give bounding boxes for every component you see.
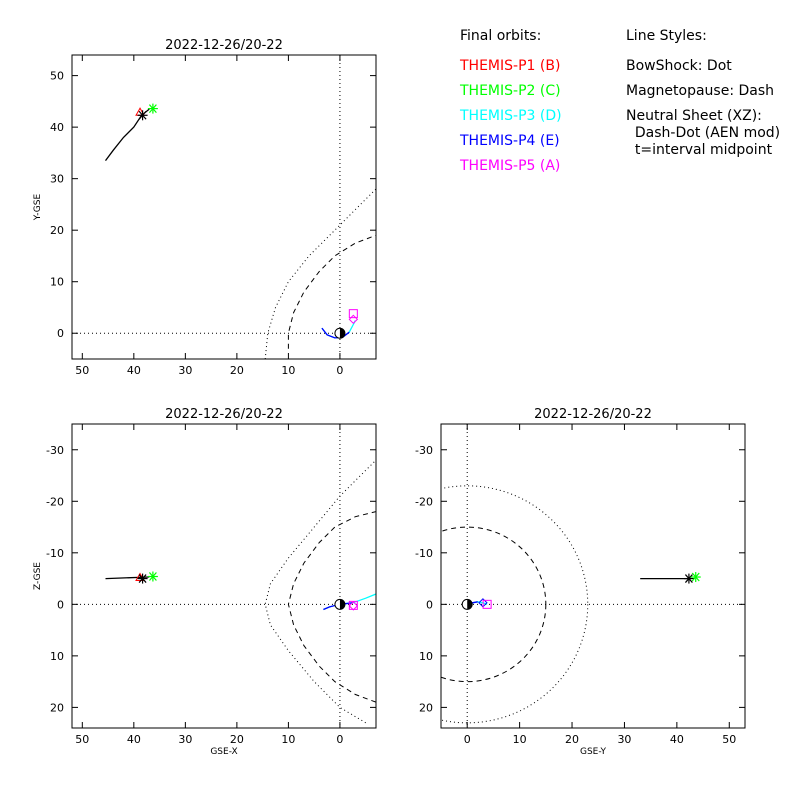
marker-p4-diamond (348, 601, 359, 611)
marker-p4-diamond (348, 314, 359, 325)
marker-p2-asterisk (690, 572, 701, 583)
marker-p5-square (348, 600, 358, 610)
magnetopause-line (441, 526, 547, 683)
y-tick-label: 0 (57, 327, 64, 340)
x-tick-label: 10 (281, 733, 295, 746)
style-neutral-sheet-model: Dash-Dot (AEN mod) (626, 125, 780, 141)
y-tick-label: 0 (426, 598, 433, 611)
style-neutral-sheet: Neutral Sheet (XZ): (626, 108, 762, 124)
marker-p1-asterisk (137, 110, 148, 121)
y-tick-label: -20 (415, 495, 433, 508)
marker-p2-asterisk (147, 571, 158, 582)
legend-probe-p5: THEMIS-P5 (A) (459, 158, 560, 174)
x-tick-label: 50 (75, 733, 89, 746)
panel-frame (440, 423, 746, 729)
x-tick-label: 0 (336, 733, 343, 746)
panel-title: 2022-12-26/20-22 (165, 38, 283, 53)
earth-night-side (467, 599, 473, 610)
y-tick-label: -10 (46, 547, 64, 560)
marker-p2-asterisk (147, 103, 158, 114)
legend-heading: Final orbits: (460, 28, 541, 44)
y-tick-label: -30 (46, 444, 64, 457)
bowshock-line (264, 459, 376, 724)
y-tick-label: 10 (50, 276, 64, 289)
orbit-panel-3: 2022-12-26/20-22 0 10 20 30 40 50 20 10 0 -10 -20 -3… (415, 407, 746, 757)
y-tick-label: 20 (50, 224, 64, 237)
y-tick-label: 20 (50, 701, 64, 714)
bowshock-line (441, 485, 589, 724)
marker-p1-asterisk (683, 573, 694, 584)
x-tick-label: 10 (281, 364, 295, 377)
earth-night-side (339, 328, 345, 339)
legend-probe-p3: THEMIS-P3 (D) (459, 108, 562, 124)
x-tick-label: 0 (464, 733, 471, 746)
marker-p1-asterisk (137, 573, 148, 584)
y-tick-label: 20 (419, 701, 433, 714)
y-tick-label: 50 (50, 70, 64, 83)
panel-frame (71, 54, 377, 360)
y-tick-label: 10 (419, 650, 433, 663)
legend-probe-p4: THEMIS-P4 (E) (459, 133, 560, 149)
y-tick-label: -10 (415, 547, 433, 560)
x-tick-label: 50 (722, 733, 736, 746)
y-tick-label: 10 (50, 650, 64, 663)
x-tick-label: 0 (336, 364, 343, 377)
x-tick-label: 30 (178, 364, 192, 377)
earth-night-side (339, 599, 345, 610)
line-styles-legend: Line Styles: BowShock: Dot Magnetopause:… (626, 28, 780, 158)
style-neutral-sheet-time: t=interval midpoint (626, 142, 773, 158)
y-axis-label: Z-GSE (33, 562, 43, 590)
x-tick-label: 50 (75, 364, 89, 377)
magnetopause-line (287, 234, 376, 349)
x-axis-label: GSE-X (210, 747, 237, 757)
legend-probe-p2: THEMIS-P2 (C) (459, 83, 561, 99)
x-tick-label: 40 (127, 364, 141, 377)
panel-plot-area (72, 55, 376, 359)
legend-probe-p1: THEMIS-P1 (B) (459, 58, 560, 74)
x-tick-label: 40 (127, 733, 141, 746)
orbit-panel-2: 2022-12-26/20-22 50 40 30 20 10 0 20 10 0 -10 -20 -3… (33, 407, 377, 757)
x-axis-label: GSE-Y (580, 747, 607, 757)
y-tick-label: 0 (57, 598, 64, 611)
panel-frame (71, 423, 377, 729)
y-tick-label: 40 (50, 121, 64, 134)
y-tick-label: -20 (46, 495, 64, 508)
style-magnetopause: Magnetopause: Dash (626, 83, 774, 99)
marker-p5-square (348, 309, 358, 319)
x-tick-label: 20 (230, 364, 244, 377)
panel-title: 2022-12-26/20-22 (165, 407, 283, 422)
x-tick-label: 30 (617, 733, 631, 746)
y-axis-label: Y-GSE (33, 194, 43, 222)
panel-title: 2022-12-26/20-22 (534, 407, 652, 422)
orbit-panel-1: 2022-12-26/20-22 50 40 30 20 10 0 0 10 20 30 40 50 Y-… (33, 38, 377, 377)
panel-plot-area (441, 424, 745, 728)
magnetopause-line (287, 511, 376, 703)
x-tick-label: 30 (178, 733, 192, 746)
y-tick-label: 30 (50, 173, 64, 186)
styles-heading: Line Styles: (626, 28, 707, 44)
style-bowshock: BowShock: Dot (626, 58, 732, 74)
probe-legend: Final orbits: THEMIS-P1 (B) THEMIS-P2 (C… (459, 28, 562, 174)
y-tick-label: -30 (415, 444, 433, 457)
x-tick-label: 40 (670, 733, 684, 746)
marker-p5-square (482, 599, 492, 609)
x-tick-label: 20 (230, 733, 244, 746)
x-tick-label: 10 (513, 733, 527, 746)
x-tick-label: 20 (565, 733, 579, 746)
panel-plot-area (72, 424, 376, 728)
